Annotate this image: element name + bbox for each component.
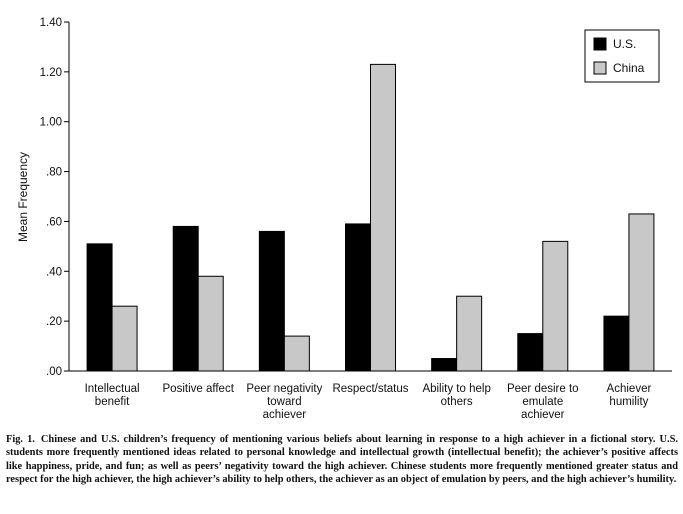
figure-caption: Fig. 1. Chinese and U.S. children’s freq… bbox=[6, 433, 678, 487]
x-tick-label: achiever bbox=[263, 409, 307, 421]
x-tick-label: Peer negativity bbox=[246, 383, 322, 395]
x-tick-label: humility bbox=[609, 396, 648, 408]
x-tick-label: Peer desire to bbox=[507, 383, 579, 395]
caption-label: Fig. 1. bbox=[6, 434, 35, 445]
y-axis-ticks: .00 .20 .40 .60 .80 1.00 1.20 1.40 bbox=[40, 17, 69, 378]
x-tick-label: emulate bbox=[522, 396, 563, 408]
bar-chart: Mean Frequency .00 .20 .40 .60 .80 1.00 1.20 1.… bbox=[16, 17, 672, 421]
y-tick-label: 1.20 bbox=[40, 67, 62, 79]
y-axis-label: Mean Frequency bbox=[16, 152, 30, 242]
x-tick-label: Respect/status bbox=[332, 383, 408, 395]
bar-us bbox=[172, 225, 199, 372]
caption-text: Chinese and U.S. children’s frequency of… bbox=[6, 434, 678, 486]
bar-us bbox=[431, 358, 458, 372]
bar-us bbox=[258, 230, 285, 372]
x-tick-label: others bbox=[441, 396, 473, 408]
bar-china bbox=[283, 335, 310, 372]
bar-china bbox=[628, 213, 655, 372]
y-tick-label: .60 bbox=[46, 216, 62, 228]
legend-swatch bbox=[593, 37, 607, 51]
legend-label: China bbox=[613, 61, 645, 75]
bar-us bbox=[86, 243, 113, 372]
x-tick-label: benefit bbox=[95, 396, 130, 408]
y-tick-label: .20 bbox=[46, 316, 62, 328]
bar-china bbox=[197, 275, 224, 372]
x-tick-label: toward bbox=[267, 396, 302, 408]
y-tick-label: 1.00 bbox=[40, 117, 62, 129]
bar-us bbox=[517, 333, 544, 372]
bar-us bbox=[603, 315, 630, 372]
y-tick-label: .40 bbox=[46, 266, 62, 278]
bars bbox=[86, 63, 655, 372]
bar-china bbox=[370, 63, 396, 372]
bar-us bbox=[345, 223, 371, 372]
legend-label: U.S. bbox=[613, 37, 636, 51]
y-tick-label: .00 bbox=[46, 366, 62, 378]
x-tick-label: achiever bbox=[521, 409, 565, 421]
x-tick-label: Ability to help bbox=[422, 383, 490, 395]
bar-china bbox=[456, 295, 483, 372]
y-tick-label: 1.40 bbox=[40, 17, 62, 29]
x-tick-label: Positive affect bbox=[163, 383, 235, 395]
x-tick-label: Achiever bbox=[607, 383, 652, 395]
legend: U.S. China bbox=[584, 29, 660, 83]
bar-china bbox=[111, 305, 138, 372]
x-tick-label: Intellectual bbox=[85, 383, 140, 395]
legend-swatch bbox=[593, 61, 607, 75]
bar-china bbox=[542, 240, 569, 372]
y-tick-label: .80 bbox=[46, 167, 62, 179]
